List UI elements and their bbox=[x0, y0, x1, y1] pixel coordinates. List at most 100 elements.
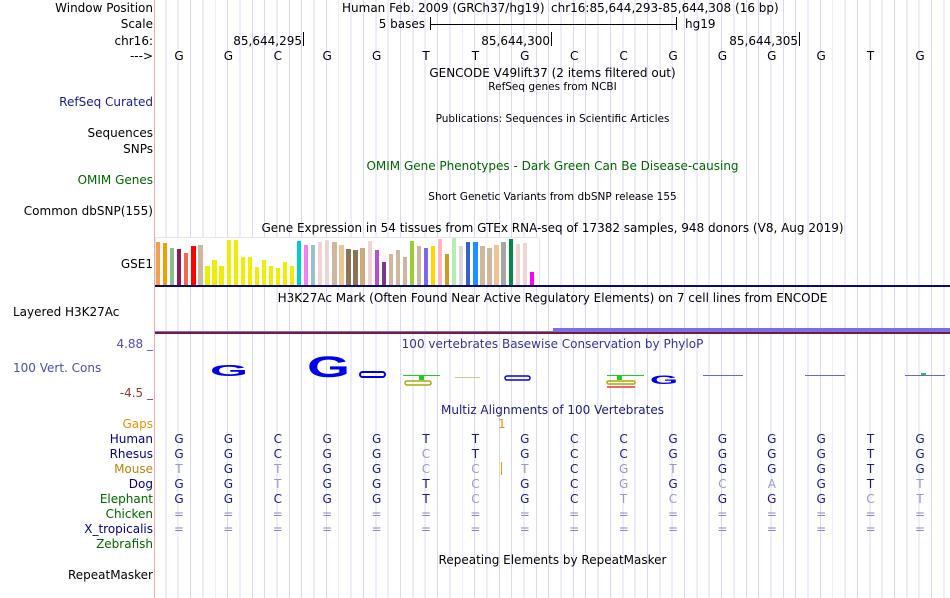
gtex-tissue-bar[interactable] bbox=[360, 247, 365, 285]
label-gaps[interactable]: Gaps bbox=[122, 417, 153, 431]
alignment-base: T bbox=[866, 432, 875, 446]
alignment-base: = bbox=[766, 507, 777, 521]
label-repeatmasker[interactable]: RepeatMasker bbox=[67, 568, 153, 582]
gtex-tissue-bar[interactable] bbox=[212, 260, 217, 285]
label-snps[interactable]: SNPs bbox=[123, 142, 153, 156]
label-strand[interactable]: ---> bbox=[129, 49, 153, 63]
gtex-tissue-bar[interactable] bbox=[205, 265, 210, 285]
label-sequences[interactable]: Sequences bbox=[87, 126, 153, 140]
alignment-base: C bbox=[866, 492, 875, 506]
alignment-base: G bbox=[174, 477, 184, 491]
gtex-tissue-bar[interactable] bbox=[240, 256, 245, 285]
reference-base: G bbox=[174, 49, 184, 63]
h3k27ac-signal[interactable] bbox=[553, 328, 950, 332]
alignment-base: G bbox=[223, 447, 234, 461]
label-cons[interactable]: 100 Vert. Cons bbox=[13, 361, 102, 375]
gtex-tissue-bar[interactable] bbox=[268, 265, 274, 285]
gtex-tissue-bar[interactable] bbox=[423, 247, 429, 285]
gtex-tissue-bar[interactable] bbox=[522, 243, 527, 285]
gtex-tissue-bar[interactable] bbox=[318, 242, 323, 285]
gtex-tissue-bar[interactable] bbox=[261, 260, 267, 285]
gtex-tissue-bar[interactable] bbox=[508, 239, 513, 285]
gtex-tissue-bar[interactable] bbox=[254, 267, 259, 285]
logo-flat bbox=[921, 373, 926, 375]
gtex-tissue-bar[interactable] bbox=[275, 268, 281, 285]
gtex-tissue-bar[interactable] bbox=[480, 246, 485, 285]
alignment-base: T bbox=[521, 462, 529, 476]
gtex-tissue-bar[interactable] bbox=[219, 265, 224, 285]
gtex-tissue-bar[interactable] bbox=[304, 245, 309, 285]
gtex-tissue-bar[interactable] bbox=[473, 242, 478, 285]
gtex-tissue-bar[interactable] bbox=[325, 240, 330, 285]
alignment-base: C bbox=[668, 492, 678, 506]
gtex-tissue-bar[interactable] bbox=[346, 249, 351, 285]
gtex-tissue-bar[interactable] bbox=[409, 241, 415, 285]
gtex-tissue-bar[interactable] bbox=[459, 246, 464, 285]
label-omim[interactable]: OMIM Genes bbox=[77, 173, 153, 187]
gencode-track-title[interactable]: GENCODE V49lift37 (2 items filtered out) bbox=[429, 66, 676, 80]
gtex-tissue-bar[interactable] bbox=[515, 243, 520, 285]
gtex-tissue-bar[interactable] bbox=[438, 238, 443, 285]
gtex-tissue-bar[interactable] bbox=[445, 253, 450, 285]
gtex-tissue-bar[interactable] bbox=[374, 249, 379, 285]
gap-count: 1 bbox=[498, 417, 506, 431]
label-refseq[interactable]: RefSeq Curated bbox=[59, 95, 153, 109]
gtex-tissue-bar[interactable] bbox=[311, 245, 316, 285]
phylop-logo[interactable]: G G G bbox=[155, 345, 950, 395]
species-label[interactable]: Rhesus bbox=[109, 447, 153, 461]
gtex-tissue-bar[interactable] bbox=[381, 261, 386, 285]
alignment-base: G bbox=[717, 492, 728, 506]
label-dbsnp[interactable]: Common dbSNP(155) bbox=[23, 204, 153, 218]
species-label[interactable]: Dog bbox=[128, 477, 153, 491]
gtex-tissue-bar[interactable] bbox=[487, 247, 492, 285]
gtex-tissue-bar[interactable] bbox=[233, 240, 238, 285]
gtex-tissue-bar[interactable] bbox=[177, 249, 182, 285]
gtex-tissue-bar[interactable] bbox=[529, 271, 534, 285]
gtex-tissue-bar[interactable] bbox=[402, 256, 408, 285]
gtex-tissue-bar[interactable] bbox=[289, 265, 295, 285]
species-label[interactable]: Chicken bbox=[105, 507, 153, 521]
phylop-track-title: 100 vertebrates Basewise Conservation by… bbox=[401, 337, 704, 351]
gtex-tissue-bar[interactable] bbox=[297, 240, 302, 285]
species-label[interactable]: Zebrafish bbox=[96, 537, 153, 551]
gtex-tissue-bar[interactable] bbox=[452, 237, 457, 285]
gtex-tissue-bar[interactable] bbox=[156, 242, 161, 285]
alignment-base: = bbox=[173, 507, 185, 521]
gtex-tissue-bar[interactable] bbox=[198, 245, 203, 285]
alignment-base: G bbox=[371, 477, 382, 491]
gtex-tissue-bar[interactable] bbox=[466, 242, 471, 285]
gtex-tissue-bar[interactable] bbox=[416, 246, 422, 285]
gtex-tissue-bar[interactable] bbox=[501, 242, 506, 285]
reference-base: G bbox=[322, 49, 332, 63]
gtex-tissue-bar[interactable] bbox=[430, 246, 436, 285]
gtex-tissue-bar[interactable] bbox=[184, 252, 189, 285]
gtex-tissue-bar[interactable] bbox=[353, 249, 358, 285]
gtex-tissue-bar[interactable] bbox=[247, 256, 252, 285]
gtex-tissue-bar[interactable] bbox=[367, 240, 372, 285]
gtex-tissue-bar[interactable] bbox=[494, 245, 499, 285]
logo-letter-t bbox=[607, 375, 644, 376]
alignment-base: = bbox=[519, 507, 530, 521]
alignment-base: T bbox=[916, 492, 924, 506]
gtex-tissue-bar[interactable] bbox=[388, 253, 393, 285]
species-label[interactable]: Elephant bbox=[99, 492, 153, 506]
alignment-base: = bbox=[717, 522, 728, 536]
gtex-tissue-bar[interactable] bbox=[332, 242, 337, 285]
gtex-tissue-bar[interactable] bbox=[170, 247, 175, 285]
gtex-tissue-bar[interactable] bbox=[282, 261, 288, 285]
gtex-tissue-bar[interactable] bbox=[395, 249, 400, 285]
gtex-tissue-bar[interactable] bbox=[191, 246, 196, 285]
species-label[interactable]: X_tropicalis bbox=[84, 522, 153, 536]
alignment-base: G bbox=[618, 477, 629, 491]
alignment-base: = bbox=[667, 507, 679, 521]
alignment-base: G bbox=[520, 432, 530, 446]
gtex-tissue-bar[interactable] bbox=[226, 240, 231, 285]
gtex-tissue-bar[interactable] bbox=[339, 245, 344, 285]
species-label[interactable]: Human bbox=[109, 432, 153, 446]
label-h3k27ac[interactable]: Layered H3K27Ac bbox=[13, 305, 120, 319]
species-label[interactable]: Mouse bbox=[114, 462, 153, 476]
assembly-title: Human Feb. 2009 (GRCh37/hg19) bbox=[342, 1, 545, 15]
gtex-tissue-bar[interactable] bbox=[163, 243, 168, 285]
alignment-base: C bbox=[718, 477, 727, 491]
label-gse1[interactable]: GSE1 bbox=[120, 257, 153, 271]
